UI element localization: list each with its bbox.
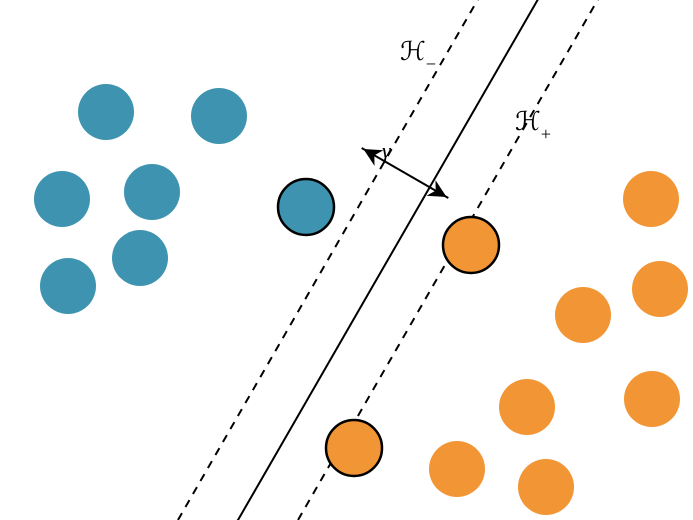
orange-point [624,371,680,427]
blue-point [78,84,134,140]
label-h-plus: ℋ+ [515,107,551,144]
blue-point [112,230,168,286]
label-h-minus: ℋ− [400,37,436,74]
blue-point [124,164,180,220]
labels-layer: ℋ− ℋ+ γ [382,37,551,163]
support-vector-orange [326,420,382,476]
blue-point [40,258,96,314]
svm-margin-diagram: ℋ− ℋ+ γ [0,0,693,520]
blue-point [34,171,90,227]
orange-point [518,459,574,515]
data-points-layer [34,84,688,515]
orange-point [632,261,688,317]
margin-arrow-layer [362,148,449,198]
orange-point [555,287,611,343]
blue-point [191,88,247,144]
orange-point [429,441,485,497]
support-vector-orange [443,217,499,273]
orange-point [499,379,555,435]
label-gamma: γ [382,138,392,163]
support-vector-blue [278,179,334,235]
orange-point [623,171,679,227]
